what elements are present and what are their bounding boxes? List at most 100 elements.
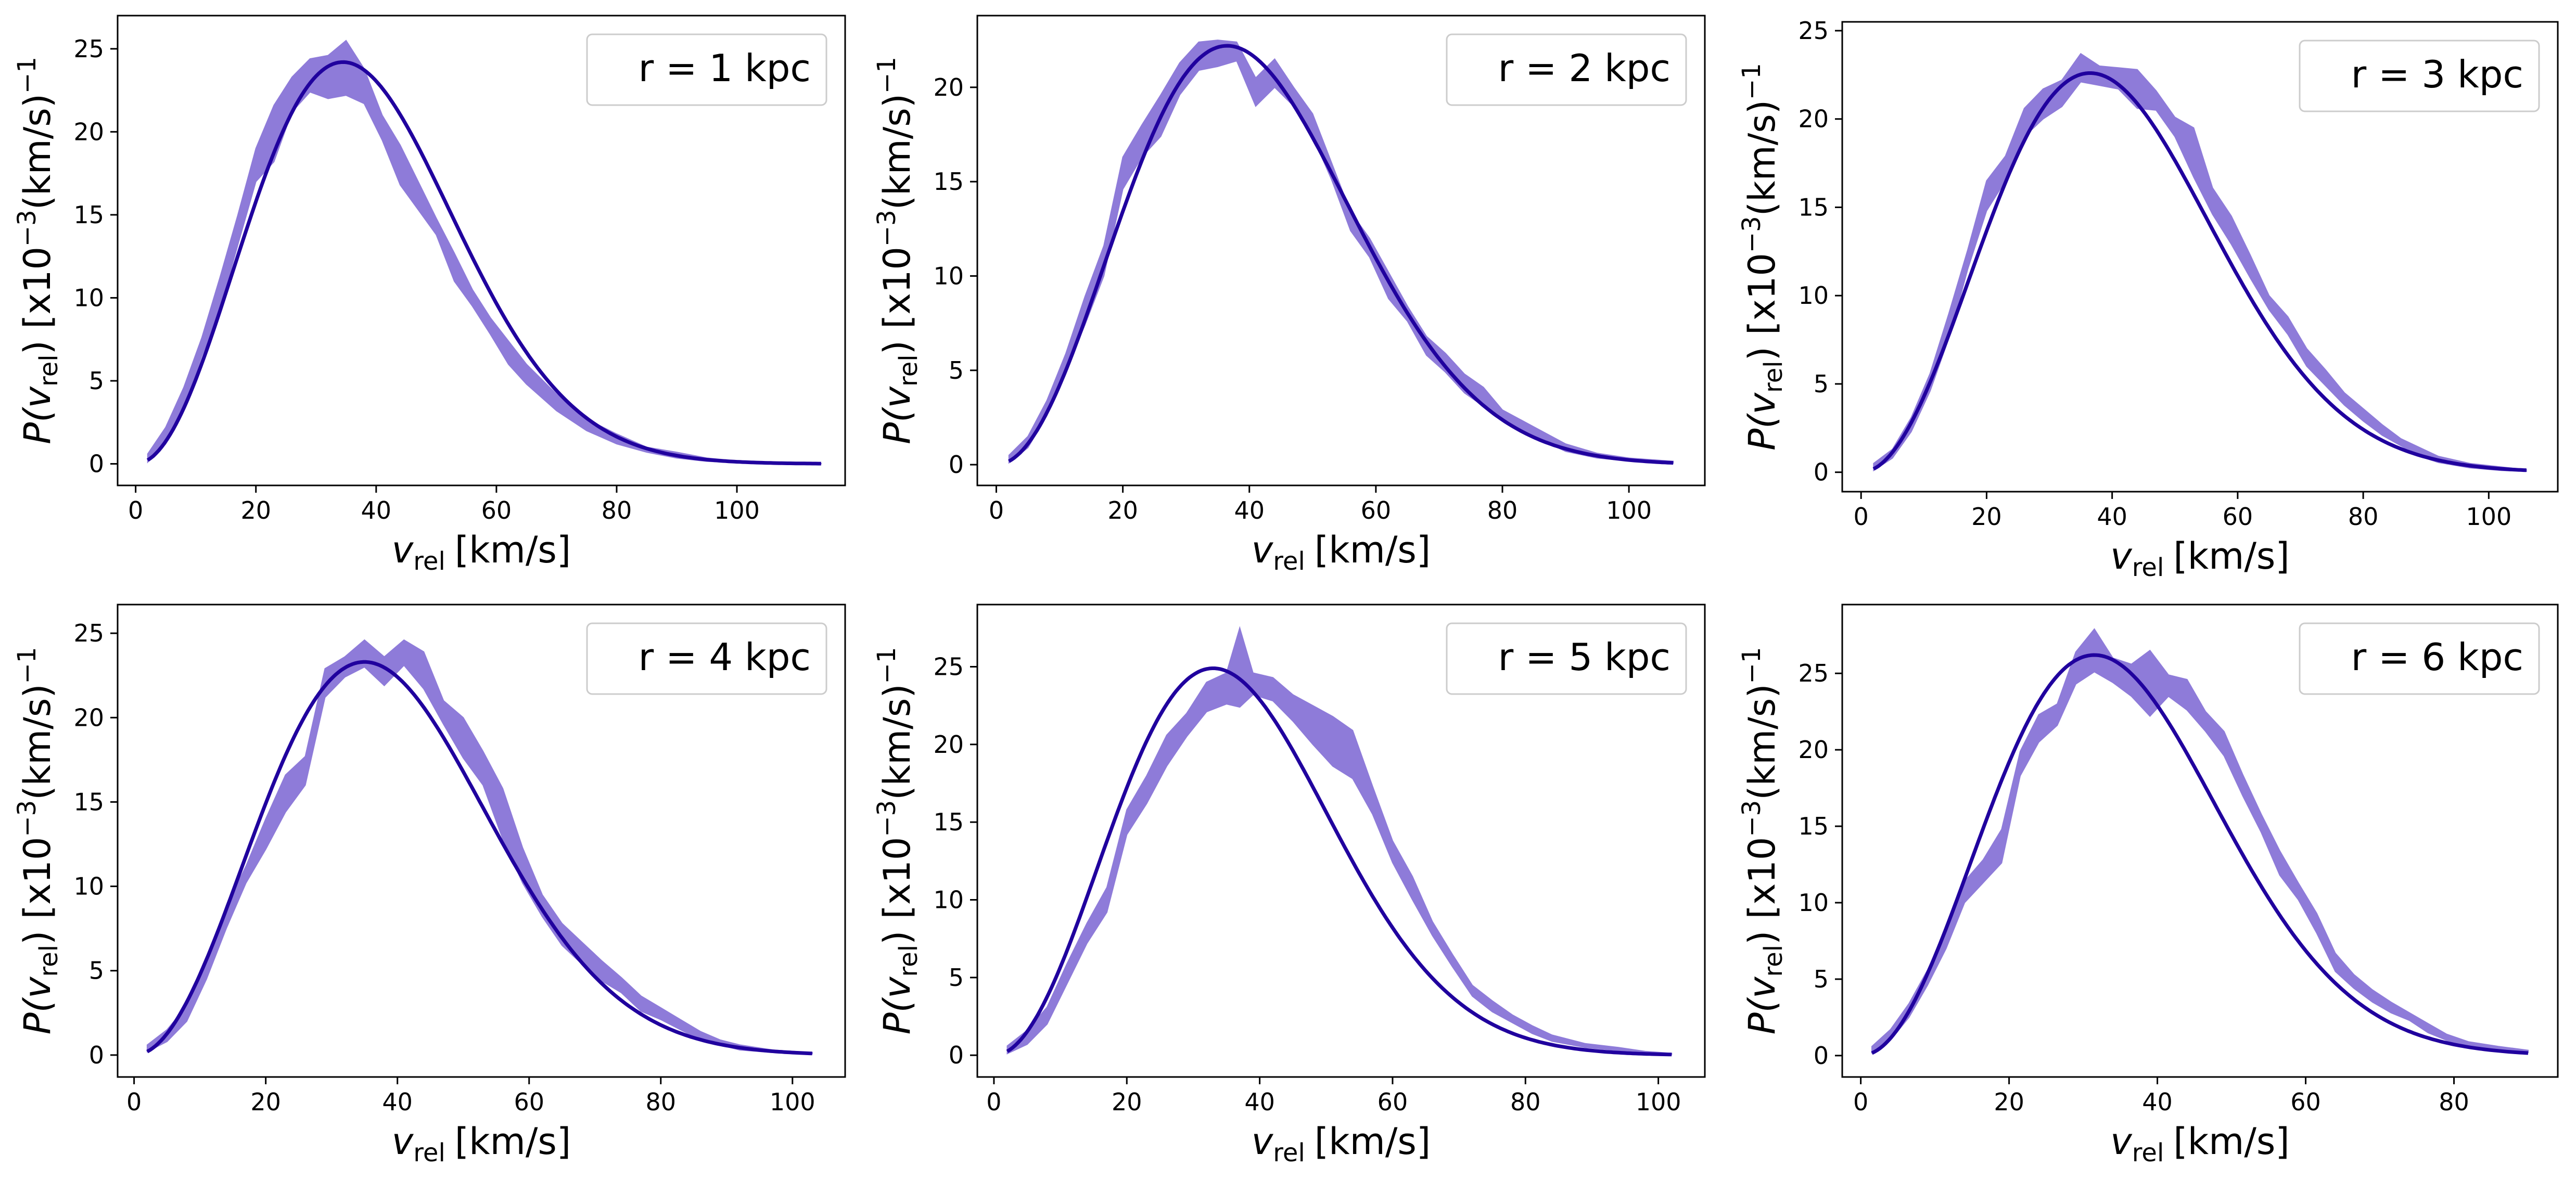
y-tick-label: 0: [949, 451, 964, 479]
y-label-var: v: [1741, 976, 1783, 998]
x-label-var: v: [1252, 529, 1274, 571]
legend-box: [2299, 40, 2540, 112]
y-label-exp2: −1: [12, 57, 42, 94]
x-tick-label: 0: [128, 496, 143, 524]
y-label-sub: rel: [34, 945, 63, 977]
y-label-exp1: −3: [12, 210, 42, 247]
y-label-exp1: −3: [872, 800, 901, 837]
plot-area: [1872, 53, 2527, 472]
y-axis-label: P(vrel) [x10−3(km/s)−1: [1737, 63, 1788, 451]
y-label-exp1: −3: [872, 210, 901, 247]
legend-label: r = 4 kpc: [639, 635, 811, 679]
y-tick-label: 10: [73, 284, 104, 312]
y-tick-label: 15: [73, 788, 104, 816]
legend-label: r = 5 kpc: [1498, 635, 1670, 679]
x-label-unit: [km/s]: [1315, 1120, 1431, 1163]
y-axis-label: P(vrel) [x10−3(km/s)−1: [872, 57, 923, 444]
x-tick-label: 40: [361, 496, 392, 524]
simulation-band: [1873, 53, 2527, 472]
y-label-units: (km/s): [16, 684, 59, 800]
x-axis-label: vrel [km/s]: [392, 1120, 571, 1168]
y-tick-label: 5: [949, 964, 964, 992]
x-tick-label: 60: [2223, 503, 2253, 531]
x-label-unit: [km/s]: [455, 529, 571, 571]
y-label-mid: ) [x10: [876, 247, 919, 354]
x-label-sub: rel: [2132, 553, 2164, 582]
fit-curve: [1006, 666, 1672, 1057]
y-tick-label: 25: [73, 35, 104, 63]
y-tick-label: 10: [933, 262, 964, 290]
x-label-unit: [km/s]: [1315, 529, 1431, 571]
y-tick-label: 10: [1798, 281, 1829, 310]
y-label-prefix: P(: [1741, 413, 1783, 451]
x-label-unit: [km/s]: [455, 1120, 571, 1163]
x-axis-label: vrel [km/s]: [1252, 529, 1431, 576]
legend: r = 6 kpc: [2299, 622, 2540, 695]
y-label-var: v: [876, 976, 919, 998]
plot-area: [1871, 628, 2529, 1055]
axes-frame: [976, 15, 1706, 486]
x-tick-label: 0: [1853, 1088, 1868, 1116]
y-tick-label: 15: [1798, 193, 1829, 221]
x-axis-label: vrel [km/s]: [2110, 535, 2289, 582]
y-tick-label: 25: [1798, 17, 1829, 45]
y-axis-label: P(vrel) [x10−3(km/s)−1: [872, 647, 923, 1035]
axes-frame: [1841, 604, 2559, 1078]
x-tick-label: 40: [1244, 1088, 1275, 1116]
y-tick-label: 20: [933, 73, 964, 101]
y-axis-label: P(vrel) [x10−3(km/s)−1: [12, 57, 63, 444]
x-tick-label: 20: [1107, 496, 1138, 524]
y-label-sub: rel: [1759, 945, 1788, 977]
y-label-var: v: [16, 976, 59, 998]
x-tick-label: 100: [2466, 503, 2511, 531]
y-tick-label: 15: [933, 168, 964, 196]
y-tick-label: 20: [933, 730, 964, 759]
x-axis-label: vrel [km/s]: [392, 529, 571, 576]
x-axis-label: vrel [km/s]: [2110, 1120, 2289, 1168]
y-tick-label: 20: [1798, 736, 1829, 764]
axes-frame: [976, 604, 1706, 1078]
x-tick-label: 60: [481, 496, 512, 524]
y-tick-label: 15: [73, 201, 104, 229]
fit-curve: [1871, 653, 2529, 1055]
legend-label: r = 1 kpc: [639, 46, 811, 90]
y-tick-label: 5: [949, 356, 964, 384]
axes-frame: [1841, 21, 2559, 493]
y-tick-label: 20: [1798, 105, 1829, 133]
legend-box: [586, 33, 827, 106]
legend: r = 2 kpc: [1446, 33, 1687, 106]
y-tick-label: 10: [73, 873, 104, 901]
y-label-mid: ) [x10: [16, 247, 59, 354]
y-label-exp1: −3: [12, 800, 42, 837]
y-label-mid: ) [x10: [16, 837, 59, 945]
x-label-var: v: [2110, 1120, 2133, 1163]
x-tick-label: 60: [2290, 1088, 2321, 1116]
y-label-mid: ) [x10: [1741, 253, 1783, 361]
legend: r = 3 kpc: [2299, 40, 2540, 112]
y-label-prefix: P(: [876, 997, 919, 1034]
y-tick-label: 5: [89, 957, 104, 985]
x-tick-label: 20: [1112, 1088, 1142, 1116]
y-label-var: v: [1741, 392, 1783, 414]
y-label-units: (km/s): [876, 684, 919, 800]
y-label-prefix: P(: [16, 997, 59, 1034]
y-tick-label: 25: [1798, 659, 1829, 687]
legend-label: r = 3 kpc: [2351, 53, 2523, 96]
x-label-sub: rel: [413, 1138, 445, 1168]
y-label-exp2: −1: [12, 647, 42, 684]
legend: r = 1 kpc: [586, 33, 827, 106]
simulation-band: [146, 639, 813, 1055]
fit-curve: [146, 660, 812, 1056]
y-label-sub: rel: [894, 354, 923, 387]
plot-area: [146, 40, 822, 466]
x-tick-label: 80: [1510, 1088, 1541, 1116]
y-tick-label: 20: [73, 703, 104, 732]
x-tick-label: 0: [989, 496, 1004, 524]
plot-area: [146, 639, 813, 1056]
x-label-var: v: [1252, 1120, 1274, 1163]
y-label-exp2: −1: [1737, 63, 1766, 100]
y-label-units: (km/s): [16, 94, 59, 210]
plot-area: [1008, 40, 1674, 465]
x-tick-label: 40: [2142, 1088, 2173, 1116]
y-tick-label: 5: [1814, 965, 1829, 993]
